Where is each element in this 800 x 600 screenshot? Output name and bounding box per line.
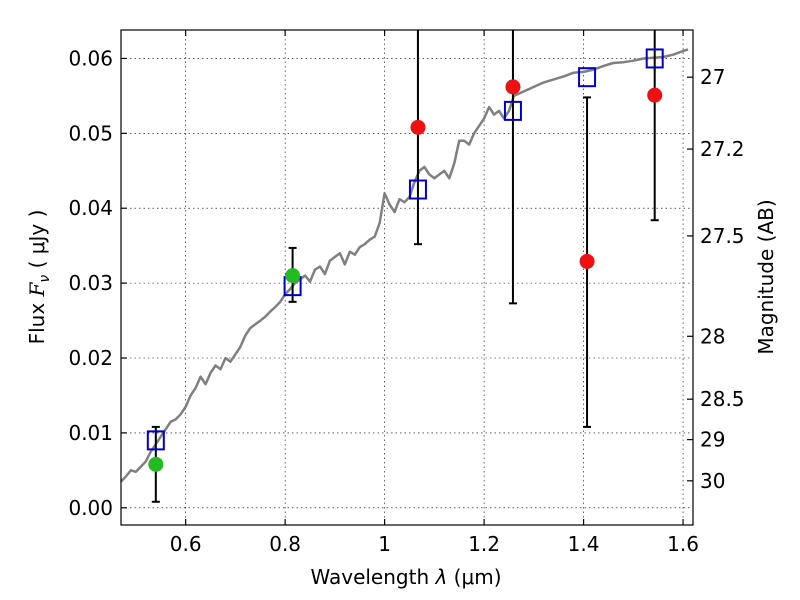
template-square bbox=[146, 430, 165, 451]
x-tick-label: 0.6 bbox=[170, 532, 202, 556]
y-tick-label: 0.00 bbox=[68, 496, 113, 520]
plot-frame bbox=[120, 29, 694, 526]
model-spectrum-line bbox=[120, 48, 689, 483]
x-tick-label: 1.4 bbox=[568, 532, 600, 556]
x-tick-label: 1 bbox=[378, 532, 391, 556]
y2-tick-label: 28 bbox=[700, 324, 725, 348]
template-square bbox=[503, 100, 522, 121]
y2-tick-label: 30 bbox=[700, 469, 725, 493]
y2-tick-label: 28.5 bbox=[700, 387, 745, 411]
x-axis-label: Wavelength λ (μm) bbox=[310, 565, 501, 589]
observed-point bbox=[579, 253, 595, 269]
y-axis-label: Flux Fν ( μJy ) bbox=[25, 210, 53, 345]
y2-tick-label: 27 bbox=[700, 65, 725, 89]
model-spectrum-layer bbox=[120, 48, 689, 483]
marker-layer bbox=[146, 48, 664, 472]
observed-point bbox=[647, 87, 663, 103]
y-tick-label: 0.01 bbox=[68, 421, 113, 445]
y-tick-label: 0.03 bbox=[68, 271, 113, 295]
y2-tick-label: 27.2 bbox=[700, 137, 745, 161]
grid-layer bbox=[121, 30, 693, 525]
x-tick-label: 1.2 bbox=[468, 532, 500, 556]
y-tick-label: 0.06 bbox=[68, 46, 113, 70]
y2-axis-label: Magnitude (AB) bbox=[754, 199, 778, 354]
observed-point bbox=[505, 79, 521, 95]
detection-point bbox=[148, 456, 164, 472]
tick-layer: 0.6 0.8 1 1.2 1.4 1.6 0.00 0.01 0.02 0.03 0.04 0.05… bbox=[68, 30, 745, 556]
x-tick-label: 0.8 bbox=[269, 532, 301, 556]
template-square bbox=[408, 179, 427, 200]
observed-point bbox=[410, 119, 426, 135]
x-tick-label: 1.6 bbox=[667, 532, 699, 556]
y-tick-label: 0.05 bbox=[68, 121, 113, 145]
y2-tick-label: 27.5 bbox=[700, 224, 745, 248]
y-tick-label: 0.04 bbox=[68, 196, 113, 220]
template-square bbox=[578, 67, 597, 88]
y-tick-label: 0.02 bbox=[68, 346, 113, 370]
y2-tick-label: 29 bbox=[700, 428, 725, 452]
template-square bbox=[645, 48, 664, 69]
detection-point bbox=[285, 268, 301, 284]
